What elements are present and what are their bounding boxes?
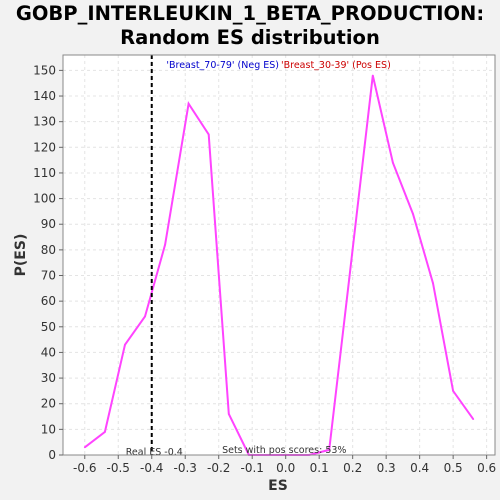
data-point bbox=[124, 343, 126, 346]
y-tick-label: 10 bbox=[41, 422, 56, 436]
chart-title-line-2: Random ES distribution bbox=[120, 26, 380, 49]
data-point bbox=[144, 315, 146, 318]
data-point bbox=[371, 74, 374, 77]
y-tick-label: 80 bbox=[41, 243, 56, 257]
chart-title-line-1: GOBP_INTERLEUKIN_1_BETA_PRODUCTION: bbox=[16, 2, 484, 25]
x-tick-label: 0.1 bbox=[310, 461, 329, 475]
x-tick-label: -0.3 bbox=[174, 461, 197, 475]
x-tick-label: 0.2 bbox=[343, 461, 362, 475]
data-point bbox=[187, 102, 190, 105]
data-point bbox=[392, 161, 394, 164]
real-es-label: Real ES -0.4 bbox=[126, 447, 183, 458]
neg-es-label: 'Breast_70-79' (Neg ES) bbox=[166, 60, 279, 71]
y-tick-label: 110 bbox=[33, 166, 56, 180]
y-tick-label: 90 bbox=[41, 217, 56, 231]
x-tick-label: -0.5 bbox=[107, 461, 130, 475]
x-tick-label: 0.3 bbox=[377, 461, 396, 475]
y-tick-label: 140 bbox=[33, 89, 56, 103]
x-tick-label: 0.4 bbox=[410, 461, 429, 475]
y-tick-label: 40 bbox=[41, 345, 56, 359]
x-axis-title: ES bbox=[268, 478, 288, 494]
data-point bbox=[83, 446, 86, 449]
x-axis: -0.6 -0.5 -0.4 -0.3 -0.2 -0.1 0.0 0.1 0.2 0.3 0.4 0… bbox=[73, 455, 496, 475]
x-tick-label: -0.4 bbox=[140, 461, 163, 475]
x-tick-label: -0.1 bbox=[240, 461, 263, 475]
y-tick-label: 120 bbox=[33, 140, 56, 154]
data-point bbox=[348, 277, 351, 279]
x-tick-label: -0.6 bbox=[73, 461, 96, 475]
y-tick-label: 50 bbox=[41, 320, 56, 334]
plot-area bbox=[63, 55, 495, 455]
data-point bbox=[207, 133, 210, 136]
y-tick-label: 30 bbox=[41, 371, 56, 385]
x-tick-label: 0.6 bbox=[477, 461, 496, 475]
data-point bbox=[452, 390, 454, 392]
x-tick-label: 0.5 bbox=[444, 461, 463, 475]
data-point bbox=[227, 413, 230, 415]
data-point bbox=[104, 431, 106, 433]
y-tick-label: 70 bbox=[41, 269, 56, 283]
pos-es-label: 'Breast_30-39' (Pos ES) bbox=[281, 60, 391, 71]
x-tick-label: -0.2 bbox=[207, 461, 230, 475]
y-tick-label: 150 bbox=[33, 63, 56, 77]
data-point bbox=[164, 243, 167, 246]
y-tick-label: 0 bbox=[48, 448, 56, 462]
y-tick-label: 130 bbox=[33, 115, 56, 129]
plot-frame bbox=[62, 54, 496, 456]
y-tick-label: 20 bbox=[41, 397, 56, 411]
x-tick-label: 0.0 bbox=[276, 461, 295, 475]
y-tick-label: 100 bbox=[33, 192, 56, 206]
data-point bbox=[412, 213, 414, 215]
data-point bbox=[328, 449, 331, 451]
y-axis-title: P(ES) bbox=[13, 234, 29, 277]
y-tick-label: 60 bbox=[41, 294, 56, 308]
pos-scores-label: Sets with pos scores: 53% bbox=[222, 445, 346, 456]
y-axis: 0 10 20 30 40 50 60 70 80 90 100 110 120 130 140 150 bbox=[33, 63, 63, 462]
data-point bbox=[472, 418, 475, 420]
data-point bbox=[432, 282, 434, 285]
